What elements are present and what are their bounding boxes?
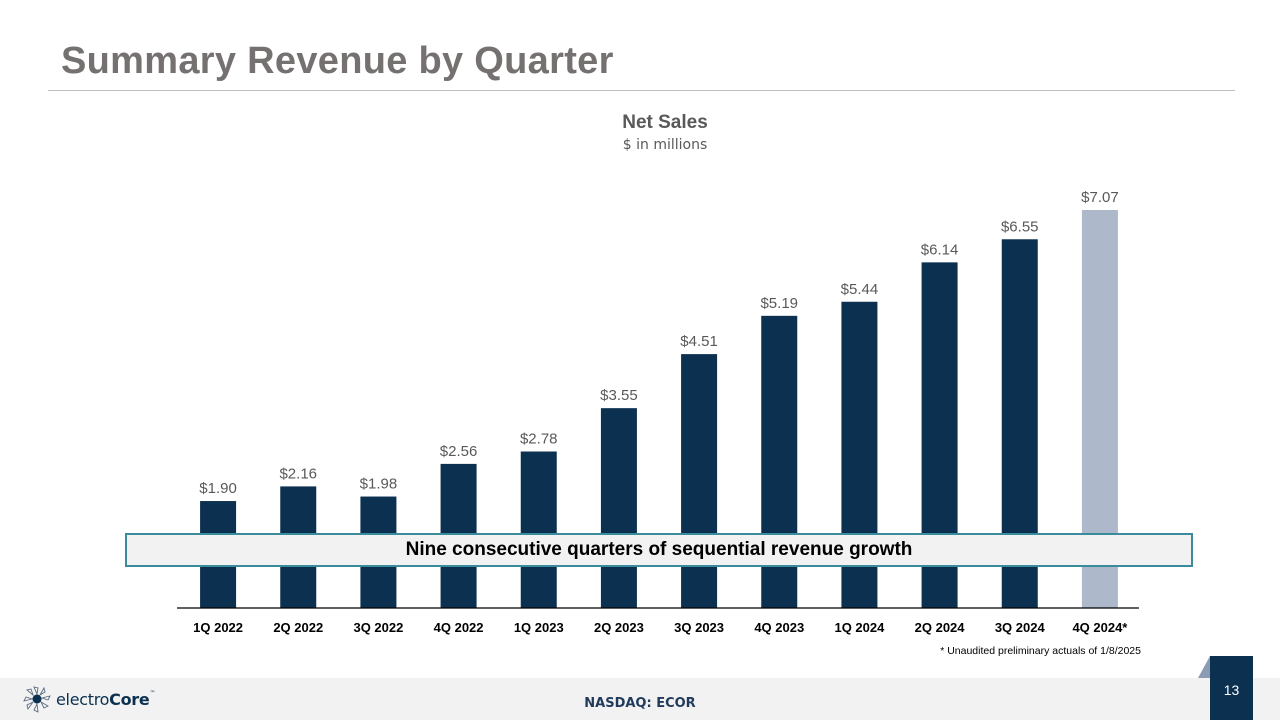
x-tick-label: 2Q 2024 [915,620,966,635]
electrocore-logo: electroCore™ [22,684,155,714]
chart-title: Net Sales [622,112,708,133]
x-tick-label: 3Q 2022 [353,620,403,635]
x-tick-label: 2Q 2022 [273,620,323,635]
data-label: $2.56 [440,443,478,460]
x-tick-label: 1Q 2024 [834,620,885,635]
slide-title: Summary Revenue by Quarter [61,40,614,82]
x-tick-label: 4Q 2023 [754,620,804,635]
data-label: $2.16 [279,465,317,482]
data-label: $6.14 [921,241,959,258]
page-tab-fold [1198,656,1210,678]
data-label: $4.51 [680,333,718,350]
ticker-symbol: NASDAQ: ECOR [584,696,696,711]
x-tick-label: 2Q 2023 [594,620,644,635]
x-tick-label: 4Q 2024* [1072,620,1128,635]
data-label: $1.98 [360,476,398,493]
x-tick-label: 1Q 2023 [514,620,564,635]
data-label: $6.55 [1001,218,1039,235]
bar-2q-2023 [600,408,637,608]
x-tick-label: 1Q 2022 [193,620,243,635]
data-label: $3.55 [600,387,638,404]
starburst-logo-icon [23,686,51,713]
data-label: $7.07 [1081,189,1119,206]
bar-3q-2023 [681,354,718,608]
page-number: 13 [1210,656,1253,720]
logo-wordmark: electroCore™ [56,689,156,709]
footer-bar [0,678,1280,720]
data-label: $2.78 [520,431,558,448]
footnote: * Unaudited preliminary actuals of 1/8/2… [940,645,1141,657]
x-tick-label: 4Q 2022 [434,620,484,635]
growth-callout: Nine consecutive quarters of sequential … [125,533,1193,567]
bar-1q-2023 [520,451,557,608]
x-tick-label: 3Q 2023 [674,620,724,635]
title-divider [48,90,1235,91]
data-label: $5.19 [760,295,798,312]
data-label: $1.90 [199,480,237,497]
data-label: $5.44 [841,281,879,298]
x-tick-label: 3Q 2024 [995,620,1046,635]
chart-subtitle: $ in millions [622,137,708,153]
